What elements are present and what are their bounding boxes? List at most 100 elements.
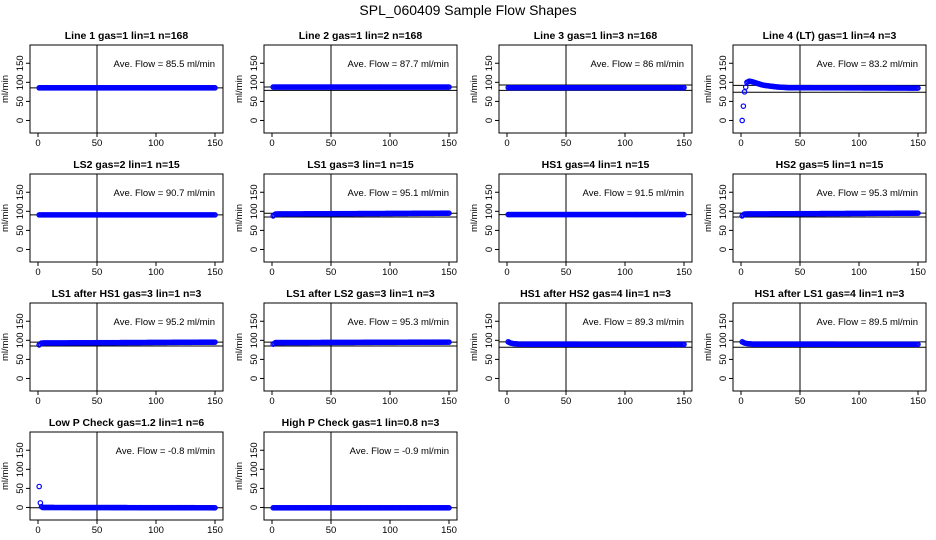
x-tick-label: 50 — [561, 396, 572, 407]
x-tick-label: 150 — [441, 267, 457, 278]
x-tick-label: 150 — [441, 138, 457, 149]
y-tick-label: 0 — [718, 247, 729, 252]
panel-title: Line 3 gas=1 lin=3 n=168 — [534, 30, 658, 42]
panel-6: LS1 gas=3 lin=1 n=15 ml/min 0 50 100 150 0 50 10… — [234, 159, 458, 278]
y-tick-label: 100 — [718, 332, 729, 348]
x-tick-label: 50 — [326, 396, 337, 407]
average-flow-annotation: Ave. Flow = 90.7 ml/min — [114, 188, 215, 199]
y-tick-label: 50 — [249, 96, 260, 107]
x-tick-label: 100 — [617, 138, 633, 149]
y-axis-label: ml/min — [469, 333, 480, 361]
y-axis-label: ml/min — [0, 75, 11, 103]
y-tick-label: 0 — [15, 118, 26, 123]
data-point — [915, 210, 921, 216]
series-points — [739, 210, 921, 219]
y-tick-label: 100 — [249, 74, 260, 90]
x-tick-label: 50 — [561, 138, 572, 149]
x-tick-label: 50 — [795, 267, 806, 278]
y-axis-label: ml/min — [703, 75, 714, 103]
panel-1: Line 1 gas=1 lin=1 n=168 ml/min 0 50 100 150 0… — [0, 30, 224, 149]
y-tick-label: 0 — [718, 118, 729, 123]
average-flow-annotation: Ave. Flow = 95.2 ml/min — [114, 317, 215, 328]
plot-frame — [29, 302, 224, 392]
panel-7: HS1 gas=4 lin=1 n=15 ml/min 0 50 100 150 0 50 10… — [469, 159, 693, 278]
y-tick-label: 50 — [718, 354, 729, 365]
y-tick-label: 150 — [249, 442, 260, 458]
series-points — [270, 84, 452, 90]
x-tick-label: 0 — [269, 267, 274, 278]
panel-5: LS2 gas=2 lin=1 n=15 ml/min 0 50 100 150 0 50 10… — [0, 159, 224, 278]
x-tick-label: 100 — [382, 525, 398, 536]
x-tick-label: 0 — [269, 525, 274, 536]
x-tick-label: 150 — [207, 138, 223, 149]
x-tick-label: 100 — [617, 267, 633, 278]
y-tick-label: 50 — [15, 354, 26, 365]
panel-14: High P Check gas=1 lin=0.8 n=3 ml/min 0 50 1… — [234, 417, 458, 536]
panel-title: Low P Check gas=1.2 lin=1 n=6 — [49, 417, 204, 429]
panel-11: HS1 after HS2 gas=4 lin=1 n=3 ml/min 0 50 10… — [469, 288, 693, 407]
panel-2: Line 2 gas=1 lin=2 n=168 ml/min 0 50 100 150 0… — [234, 30, 458, 149]
y-tick-label: 150 — [718, 184, 729, 200]
y-tick-label: 150 — [484, 55, 495, 71]
panel-title: Line 1 gas=1 lin=1 n=168 — [65, 30, 189, 42]
panel-9: LS1 after HS1 gas=3 lin=1 n=3 ml/min 0 50 10… — [0, 288, 224, 407]
panel-4: Line 4 (LT) gas=1 lin=4 n=3 ml/min 0 50 100 1… — [703, 30, 927, 149]
data-point — [740, 103, 747, 109]
x-tick-label: 100 — [148, 396, 164, 407]
x-tick-label: 50 — [561, 267, 572, 278]
data-point — [446, 339, 452, 345]
y-tick-label: 150 — [15, 55, 26, 71]
x-tick-label: 150 — [207, 396, 223, 407]
average-flow-annotation: Ave. Flow = 91.5 ml/min — [583, 188, 684, 199]
y-tick-label: 150 — [718, 313, 729, 329]
data-point — [739, 117, 745, 124]
y-axis-label: ml/min — [469, 75, 480, 103]
y-tick-label: 0 — [718, 376, 729, 381]
panel-13: Low P Check gas=1.2 lin=1 n=6 ml/min 0 50 10… — [0, 417, 224, 536]
x-tick-label: 0 — [504, 396, 509, 407]
average-flow-annotation: Ave. Flow = 95.1 ml/min — [348, 188, 449, 199]
series-points — [36, 483, 218, 511]
x-tick-label: 150 — [441, 525, 457, 536]
x-tick-label: 150 — [676, 138, 692, 149]
y-tick-label: 150 — [15, 313, 26, 329]
y-tick-label: 0 — [484, 247, 495, 252]
y-tick-label: 150 — [15, 442, 26, 458]
x-tick-label: 150 — [676, 396, 692, 407]
y-tick-label: 0 — [484, 376, 495, 381]
y-tick-label: 50 — [249, 483, 260, 494]
x-tick-label: 0 — [504, 267, 509, 278]
average-flow-annotation: Ave. Flow = -0.8 ml/min — [116, 446, 215, 457]
x-tick-label: 150 — [910, 396, 926, 407]
plot-frame — [498, 173, 693, 263]
y-tick-label: 100 — [15, 332, 26, 348]
y-tick-label: 50 — [15, 483, 26, 494]
y-tick-label: 0 — [249, 376, 260, 381]
x-tick-label: 100 — [617, 396, 633, 407]
x-tick-label: 50 — [92, 396, 103, 407]
x-tick-label: 0 — [738, 396, 743, 407]
x-tick-label: 100 — [851, 267, 867, 278]
data-point — [681, 84, 687, 91]
y-tick-label: 100 — [484, 74, 495, 90]
y-tick-label: 50 — [249, 354, 260, 365]
y-tick-label: 0 — [15, 505, 26, 510]
y-axis-label: ml/min — [234, 204, 245, 232]
x-tick-label: 50 — [92, 525, 103, 536]
panel-title: HS1 after HS2 gas=4 lin=1 n=3 — [520, 288, 671, 300]
series-points — [505, 84, 687, 91]
x-tick-label: 100 — [148, 267, 164, 278]
average-flow-annotation: Ave. Flow = 87.7 ml/min — [348, 59, 449, 70]
panel-8: HS2 gas=5 lin=1 n=15 ml/min 0 50 100 150 0 50 10… — [703, 159, 927, 278]
x-tick-label: 100 — [851, 396, 867, 407]
panel-title: LS2 gas=2 lin=1 n=15 — [73, 159, 180, 171]
y-tick-label: 100 — [15, 203, 26, 219]
plot-frame — [263, 302, 458, 392]
panel-title: HS1 gas=4 lin=1 n=15 — [542, 159, 650, 171]
y-tick-label: 100 — [249, 461, 260, 477]
x-tick-label: 50 — [92, 138, 103, 149]
x-tick-label: 100 — [148, 138, 164, 149]
y-tick-label: 0 — [15, 247, 26, 252]
series-points — [739, 78, 921, 124]
